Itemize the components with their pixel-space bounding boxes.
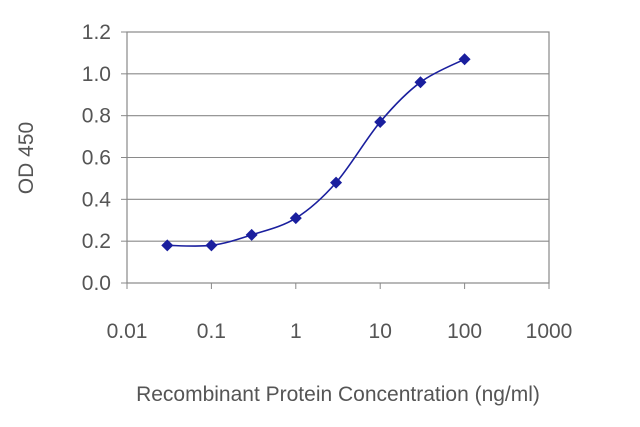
y-axis-ticks: 0.0 0.2 0.4 0.6 0.8 1.0 1.2 — [82, 21, 127, 295]
data-point-4 — [330, 176, 343, 189]
x-axis-ticks: 0.01 0.1 1 10 100 1000 — [107, 283, 573, 343]
x-tick-label-1: 0.1 — [197, 320, 226, 343]
data-point-1 — [205, 239, 218, 252]
y-tick-label-4: 0.8 — [82, 105, 111, 128]
data-point-7 — [458, 53, 471, 66]
y-tick-label-1: 0.2 — [82, 230, 111, 253]
data-point-5 — [374, 115, 387, 128]
y-tick-label-6: 1.2 — [82, 21, 111, 44]
data-point-6 — [414, 76, 427, 89]
gridlines — [127, 73, 549, 242]
y-tick-label-3: 0.6 — [82, 147, 111, 170]
x-axis-title: Recombinant Protein Concentration (ng/ml… — [136, 383, 540, 406]
x-tick-label-5: 1000 — [526, 320, 573, 343]
y-tick-label-2: 0.4 — [82, 188, 112, 211]
x-tick-label-4: 100 — [447, 320, 482, 343]
x-tick-label-3: 10 — [369, 320, 392, 343]
y-tick-label-0: 0.0 — [82, 272, 111, 295]
x-tick-label-2: 1 — [290, 320, 302, 343]
y-axis-title: OD 450 — [15, 122, 38, 194]
x-tick-label-0: 0.01 — [107, 320, 148, 343]
data-point-3 — [289, 212, 302, 225]
data-point-0 — [161, 239, 174, 252]
data-points — [161, 53, 471, 252]
data-point-2 — [245, 228, 258, 241]
y-tick-label-5: 1.0 — [82, 63, 111, 86]
